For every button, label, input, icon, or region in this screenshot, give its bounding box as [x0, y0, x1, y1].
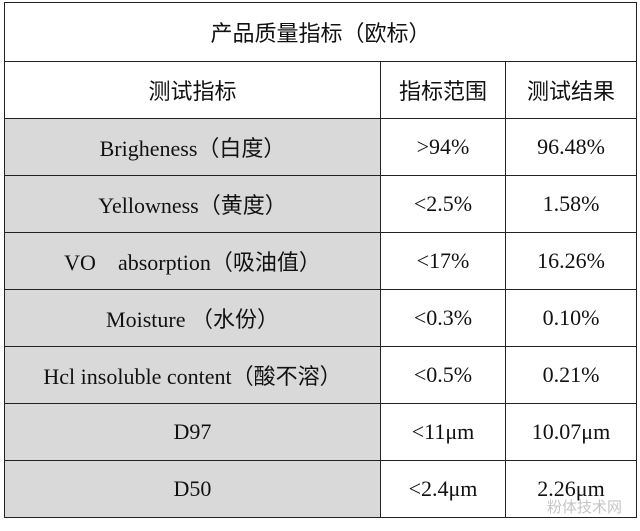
- range-cell: <11μm: [380, 403, 506, 461]
- result-cell: 16.26%: [504, 232, 638, 290]
- quality-table: 产品质量指标（欧标） 测试指标 指标范围 测试结果 Brigheness（白度）…: [3, 2, 638, 518]
- indicator-cell: Moisture （水份）: [4, 289, 381, 347]
- result-cell: 1.58%: [504, 175, 638, 233]
- result-cell: 0.21%: [504, 346, 638, 404]
- table-row: VO absorption（吸油值） <17% 16.26%: [4, 232, 638, 290]
- table-row: D50 <2.4μm 2.26μm: [4, 460, 638, 518]
- header-cell: 测试指标: [4, 61, 381, 119]
- indicator-cell: VO absorption（吸油值）: [4, 232, 381, 290]
- range-cell: >94%: [380, 118, 506, 176]
- result-cell: 0.10%: [504, 289, 638, 347]
- watermark: 粉体技术网: [546, 498, 622, 516]
- range-cell: <17%: [380, 232, 506, 290]
- header-row: 测试指标 指标范围 测试结果: [4, 61, 638, 119]
- table-row: Hcl insoluble content（酸不溶） <0.5% 0.21%: [4, 346, 638, 404]
- header-cell: 测试结果: [504, 61, 638, 119]
- indicator-cell: D50: [4, 460, 381, 518]
- table-row: Yellowness（黄度） <2.5% 1.58%: [4, 175, 638, 233]
- table-title: 产品质量指标（欧标）: [3, 2, 638, 62]
- header-cell: 指标范围: [380, 61, 506, 119]
- range-cell: <0.3%: [380, 289, 506, 347]
- table-row: Moisture （水份） <0.3% 0.10%: [4, 289, 638, 347]
- result-cell: 2.26μm: [504, 460, 638, 518]
- indicator-cell: Hcl insoluble content（酸不溶）: [4, 346, 381, 404]
- indicator-cell: Yellowness（黄度）: [4, 175, 381, 233]
- range-cell: <0.5%: [380, 346, 506, 404]
- title-row: 产品质量指标（欧标）: [3, 2, 638, 62]
- range-cell: <2.4μm: [380, 460, 506, 518]
- indicator-cell: D97: [4, 403, 381, 461]
- table-row: Brigheness（白度） >94% 96.48%: [4, 118, 638, 176]
- result-cell: 96.48%: [504, 118, 638, 176]
- indicator-cell: Brigheness（白度）: [4, 118, 381, 176]
- range-cell: <2.5%: [380, 175, 506, 233]
- table-row: D97 <11μm 10.07μm: [4, 403, 638, 461]
- result-cell: 10.07μm: [504, 403, 638, 461]
- table-body: 产品质量指标（欧标） 测试指标 指标范围 测试结果 Brigheness（白度）…: [3, 2, 638, 518]
